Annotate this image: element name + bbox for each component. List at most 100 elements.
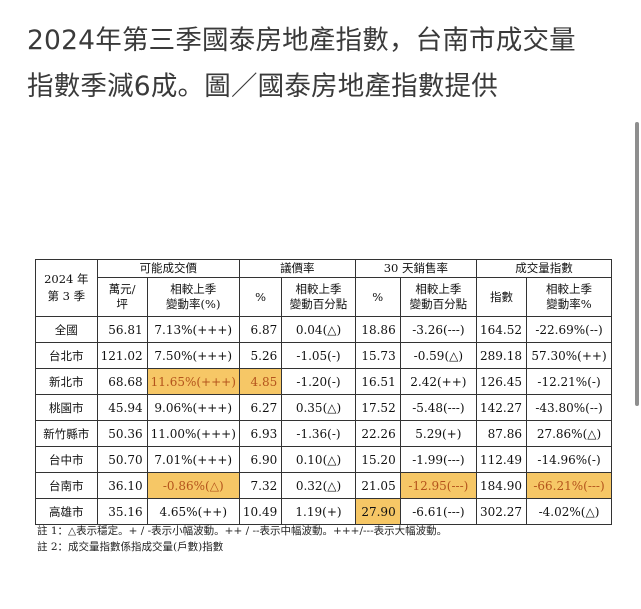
subheader-line: 指數 xyxy=(490,289,514,304)
table-row: 全國 56.81 7.13%(+++) 6.87 0.04(△) 18.86 -3.26(-… xyxy=(35,316,612,343)
table-cell: 22.26 xyxy=(354,420,401,447)
subheader-6: 指數 xyxy=(476,277,528,317)
table-cell: 56.81 xyxy=(96,316,148,343)
table-cell: 57.30%(++) xyxy=(526,342,612,369)
table-cell: 164.52 xyxy=(476,316,528,343)
article-image-caption: 2024年第三季國泰房地產指數，台南市成交量 指數季減6成。圖／國泰房地產指數提… xyxy=(27,18,607,110)
table-cell: -1.99(---) xyxy=(399,446,478,473)
table-cell: 5.26 xyxy=(238,342,283,369)
table-cell: 27.86%(△) xyxy=(526,420,612,447)
caption-line-2: 指數季減6成。圖／國泰房地產指數提供 xyxy=(27,71,498,102)
table-cell: 1.19(+) xyxy=(281,498,356,525)
table-cell: -1.36(-) xyxy=(281,420,356,447)
table-cell: 15.73 xyxy=(354,342,401,369)
housing-index-table: 2024 年 第 3 季 可能成交價 議價率 30 天銷售率 成交量指數 萬元/… xyxy=(35,259,612,525)
table-cell: 0.10(△) xyxy=(281,446,356,473)
table-row: 台南市 36.10 -0.86%(△) 7.32 0.32(△) 21.05 -12.95(… xyxy=(35,472,612,499)
subheader-line: 相較上季 xyxy=(415,282,462,296)
note-2: 註 2：成交量指數係指成交量(戶數)指數 xyxy=(37,541,224,553)
table-cell: -12.95(---) xyxy=(399,472,478,499)
table-cell: -5.48(---) xyxy=(399,394,478,421)
subheader-line: 變動百分點 xyxy=(409,297,468,311)
table-cell: 121.02 xyxy=(96,342,148,369)
row-city: 高雄市 xyxy=(35,498,98,525)
table-cell: -66.21%(---) xyxy=(526,472,612,499)
subheader-0: 萬元/坪 xyxy=(96,277,148,317)
subheader-7: 相較上季 變動率% xyxy=(526,277,612,317)
subheader-1: 相較上季 變動率(%) xyxy=(146,277,240,317)
subheader-line: 相較上季 xyxy=(546,282,592,296)
table-cell: 36.10 xyxy=(96,472,148,499)
note-1: 註 1：△表示穩定。+ / -表示小幅波動。++ / --表示中幅波動。+++/… xyxy=(37,525,448,537)
row-city: 桃園市 xyxy=(35,394,98,421)
table-cell: 9.06%(+++) xyxy=(146,394,240,421)
table-row: 高雄市 35.16 4.65%(++) 10.49 1.19(+) 27.90 -6.61(… xyxy=(35,498,612,525)
table-cell: 142.27 xyxy=(476,394,528,421)
table-cell: 21.05 xyxy=(354,472,401,499)
caption-line-1: 2024年第三季國泰房地產指數，台南市成交量 xyxy=(27,25,576,56)
table-cell: 10.49 xyxy=(238,498,283,525)
index-table-image: 2024 年 第 3 季 可能成交價 議價率 30 天銷售率 成交量指數 萬元/… xyxy=(28,256,612,566)
table-cell: 6.93 xyxy=(238,420,283,447)
table-cell: 4.85 xyxy=(238,368,283,395)
table-cell: 17.52 xyxy=(354,394,401,421)
table-cell: 11.65%(+++) xyxy=(146,368,240,395)
row-city: 台北市 xyxy=(35,342,98,369)
table-cell: -3.26(---) xyxy=(399,316,478,343)
table-cell: -1.20(-) xyxy=(281,368,356,395)
table-cell: 4.65%(++) xyxy=(146,498,240,525)
table-notes: 註 1：△表示穩定。+ / -表示小幅波動。++ / --表示中幅波動。+++/… xyxy=(37,523,447,555)
table-cell: 87.86 xyxy=(476,420,528,447)
subheader-line: 相較上季 xyxy=(295,282,342,296)
table-cell: 18.86 xyxy=(354,316,401,343)
table-cell: -22.69%(--) xyxy=(526,316,612,343)
row-city: 新竹縣市 xyxy=(35,420,98,447)
table-cell: 68.68 xyxy=(96,368,148,395)
table-cell: 16.51 xyxy=(354,368,401,395)
subheader-line: 變動百分點 xyxy=(289,297,348,311)
table-cell: 15.20 xyxy=(354,446,401,473)
table-cell: 50.36 xyxy=(96,420,148,447)
table-cell: 45.94 xyxy=(96,394,148,421)
subheader-line: 相較上季 xyxy=(170,282,217,296)
corner-year: 2024 年 xyxy=(44,272,89,286)
table-cell: 6.27 xyxy=(238,394,283,421)
table-cell: 7.13%(+++) xyxy=(146,316,240,343)
table-row: 新北市 68.68 11.65%(+++) 4.85 -1.20(-) 16.51 2.42… xyxy=(35,368,612,395)
table-cell: 7.32 xyxy=(238,472,283,499)
scrollbar[interactable] xyxy=(635,122,639,406)
table-cell: 7.01%(+++) xyxy=(146,446,240,473)
table-cell: 112.49 xyxy=(476,446,528,473)
table-cell: -4.02%(△) xyxy=(526,498,612,525)
table-cell: -0.86%(△) xyxy=(146,472,240,499)
table-cell: 35.16 xyxy=(96,498,148,525)
subheader-line: 萬元/ xyxy=(108,282,136,296)
table-cell: 289.18 xyxy=(476,342,528,369)
table-cell: -6.61(---) xyxy=(399,498,478,525)
table-cell: 126.45 xyxy=(476,368,528,395)
group-header-bargain-rate: 議價率 xyxy=(238,259,356,278)
table-row: 桃園市 45.94 9.06%(+++) 6.27 0.35(△) 17.52 -5.48(… xyxy=(35,394,612,421)
subheader-line: 變動率% xyxy=(546,297,592,311)
table-cell: 0.35(△) xyxy=(281,394,356,421)
table-cell: 50.70 xyxy=(96,446,148,473)
table-cell: 5.29(+) xyxy=(399,420,478,447)
table-row: 新竹縣市 50.36 11.00%(+++) 6.93 -1.36(-) 22.26 5.2… xyxy=(35,420,612,447)
table-row: 台中市 50.70 7.01%(+++) 6.90 0.10(△) 15.20 -1.99(… xyxy=(35,446,612,473)
row-city: 台南市 xyxy=(35,472,98,499)
subheader-3: 相較上季 變動百分點 xyxy=(281,277,356,317)
table-cell: 0.04(△) xyxy=(281,316,356,343)
table-cell: -1.05(-) xyxy=(281,342,356,369)
group-header-sales-rate: 30 天銷售率 xyxy=(354,259,478,278)
table-cell: 6.90 xyxy=(238,446,283,473)
group-header-price: 可能成交價 xyxy=(96,259,240,278)
group-header-volume-index: 成交量指數 xyxy=(476,259,612,278)
table-cell: 11.00%(+++) xyxy=(146,420,240,447)
subheader-line: % xyxy=(372,289,384,304)
row-city: 新北市 xyxy=(35,368,98,395)
subheader-line: 坪 xyxy=(116,297,128,311)
table-cell: 184.90 xyxy=(476,472,528,499)
table-cell: 27.90 xyxy=(354,498,401,525)
table-cell: -12.21%(-) xyxy=(526,368,612,395)
subheader-line: % xyxy=(255,289,267,304)
